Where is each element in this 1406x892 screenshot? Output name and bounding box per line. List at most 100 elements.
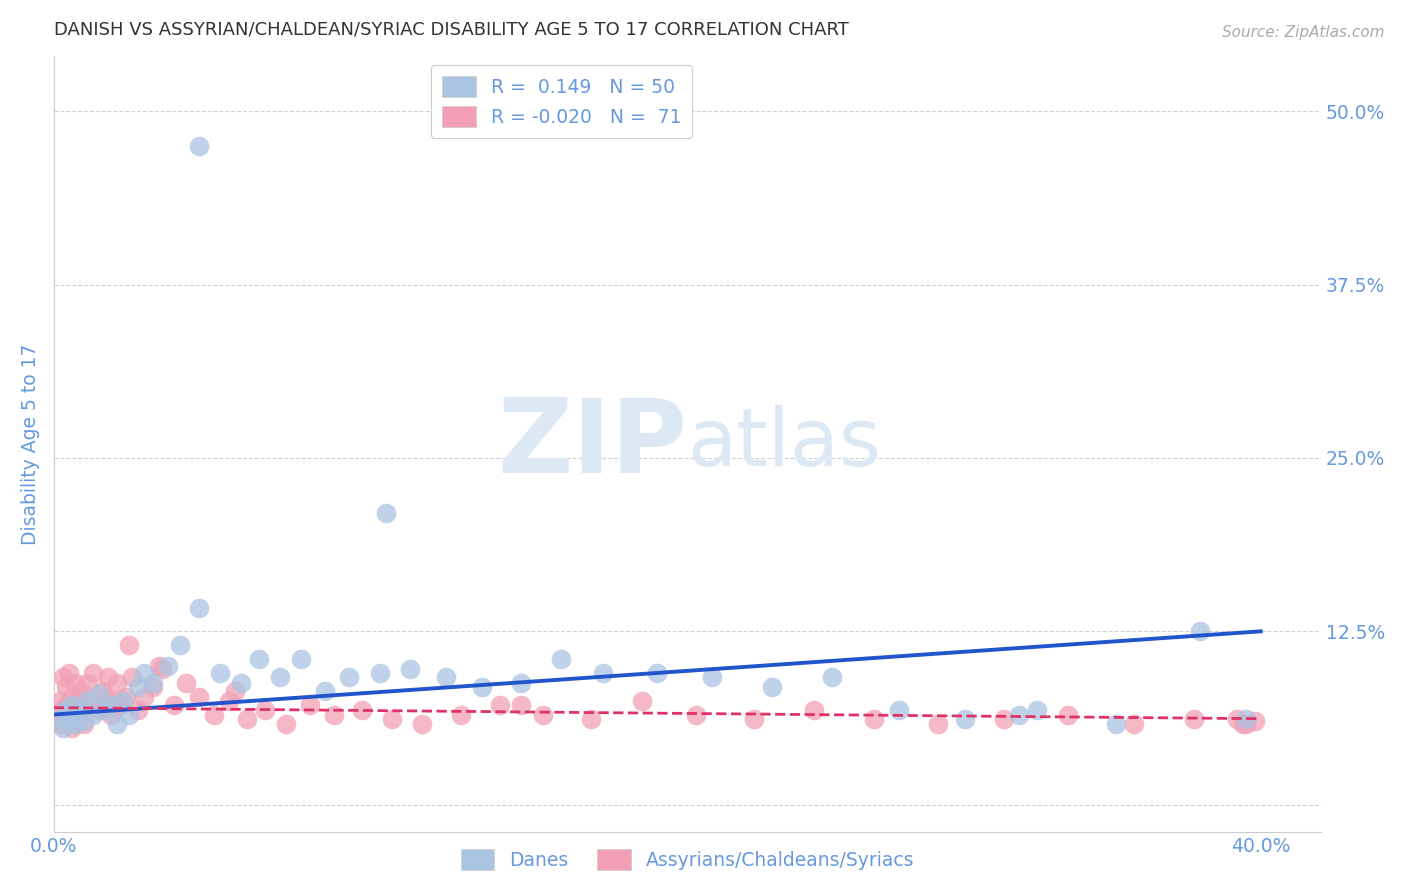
Point: [94, 690, 117, 704]
Point: [236, 712, 259, 726]
Point: [253, 703, 276, 717]
Point: [100, 698, 122, 712]
Point: [52, 670, 75, 684]
Point: [510, 675, 533, 690]
Point: [60, 690, 83, 704]
Point: [91, 684, 114, 698]
Point: [953, 712, 976, 726]
Point: [323, 707, 346, 722]
Point: [269, 670, 291, 684]
Point: [381, 712, 404, 726]
Point: [60, 722, 83, 736]
Point: [127, 680, 149, 694]
Point: [115, 690, 138, 704]
Point: [55, 703, 77, 717]
Point: [118, 638, 141, 652]
Point: [73, 714, 96, 729]
Point: [121, 670, 143, 684]
Legend: Danes, Assyrians/Chaldeans/Syriacs: Danes, Assyrians/Chaldeans/Syriacs: [453, 842, 921, 878]
Point: [73, 717, 96, 731]
Point: [592, 665, 614, 680]
Point: [350, 703, 373, 717]
Point: [87, 687, 110, 701]
Point: [218, 694, 240, 708]
Point: [229, 675, 252, 690]
Point: [66, 714, 89, 729]
Text: atlas: atlas: [688, 405, 882, 483]
Point: [76, 675, 98, 690]
Point: [105, 675, 128, 690]
Y-axis label: Disability Age 5 to 17: Disability Age 5 to 17: [21, 343, 39, 545]
Point: [398, 662, 420, 676]
Point: [73, 700, 96, 714]
Point: [550, 652, 572, 666]
Point: [63, 675, 86, 690]
Point: [87, 703, 110, 717]
Point: [63, 703, 86, 717]
Point: [531, 707, 554, 722]
Point: [169, 638, 191, 652]
Point: [1026, 703, 1049, 717]
Point: [100, 707, 122, 722]
Point: [645, 665, 668, 680]
Point: [202, 707, 225, 722]
Point: [112, 694, 135, 708]
Point: [118, 707, 141, 722]
Point: [489, 698, 512, 712]
Point: [103, 694, 125, 708]
Point: [368, 665, 391, 680]
Point: [742, 712, 765, 726]
Point: [105, 717, 128, 731]
Point: [58, 714, 80, 729]
Point: [434, 670, 457, 684]
Point: [187, 600, 209, 615]
Point: [411, 717, 433, 731]
Point: [1234, 717, 1257, 731]
Point: [94, 703, 117, 717]
Text: Source: ZipAtlas.com: Source: ZipAtlas.com: [1222, 25, 1385, 40]
Point: [927, 717, 949, 731]
Point: [821, 670, 844, 684]
Point: [63, 717, 86, 731]
Point: [187, 690, 209, 704]
Point: [224, 684, 246, 698]
Point: [52, 722, 75, 736]
Point: [187, 138, 209, 153]
Point: [176, 675, 198, 690]
Point: [1243, 714, 1265, 729]
Point: [1123, 717, 1146, 731]
Point: [1232, 717, 1254, 731]
Point: [274, 717, 297, 731]
Text: DANISH VS ASSYRIAN/CHALDEAN/SYRIAC DISABILITY AGE 5 TO 17 CORRELATION CHART: DANISH VS ASSYRIAN/CHALDEAN/SYRIAC DISAB…: [53, 21, 849, 39]
Point: [450, 707, 472, 722]
Point: [887, 703, 910, 717]
Point: [374, 507, 396, 521]
Point: [52, 703, 75, 717]
Point: [163, 698, 186, 712]
Point: [761, 680, 783, 694]
Point: [150, 662, 173, 676]
Point: [70, 684, 93, 698]
Point: [863, 712, 886, 726]
Point: [510, 698, 533, 712]
Point: [142, 680, 165, 694]
Point: [700, 670, 723, 684]
Point: [1056, 707, 1078, 722]
Point: [803, 703, 825, 717]
Text: ZIP: ZIP: [498, 393, 688, 494]
Point: [685, 707, 707, 722]
Point: [60, 698, 83, 712]
Point: [1225, 712, 1247, 726]
Point: [1105, 717, 1128, 731]
Point: [70, 700, 93, 714]
Point: [58, 712, 80, 726]
Point: [142, 675, 165, 690]
Point: [993, 712, 1015, 726]
Point: [134, 690, 156, 704]
Point: [49, 717, 72, 731]
Point: [1182, 712, 1205, 726]
Point: [108, 698, 131, 712]
Point: [45, 712, 67, 726]
Point: [208, 665, 231, 680]
Point: [1189, 624, 1212, 639]
